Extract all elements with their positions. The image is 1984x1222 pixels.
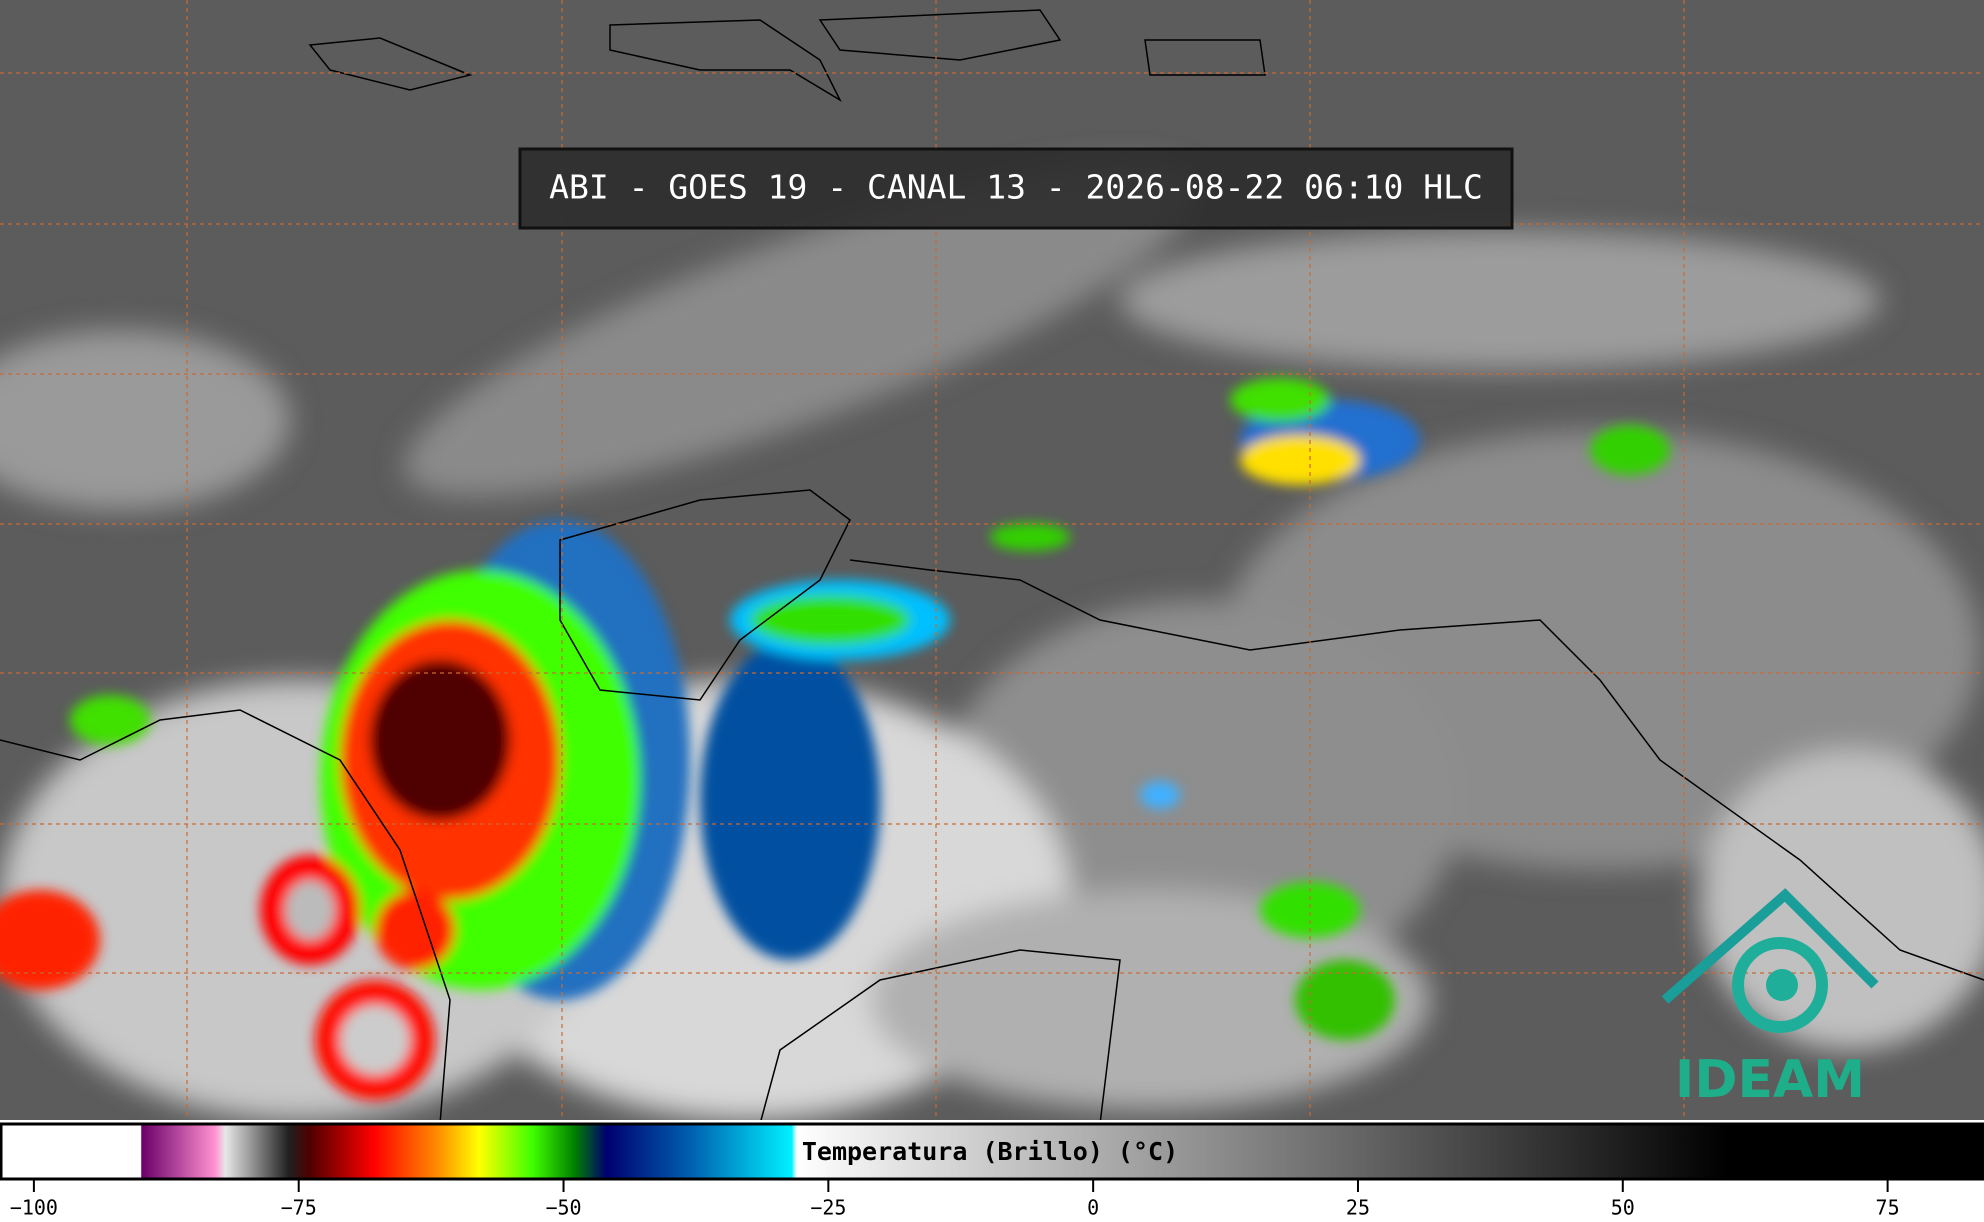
colorbar: Temperatura (Brillo) (°C) −100 −75 −50 −25 0… bbox=[0, 1120, 1984, 1222]
logo: IDEAM bbox=[1661, 888, 1879, 1110]
logo-eye bbox=[1766, 969, 1798, 1001]
tick-label: −75 bbox=[281, 1196, 317, 1220]
title: ABI - GOES 19 - CANAL 13 - 2026-08-22 06… bbox=[549, 168, 1483, 207]
tick-label: 25 bbox=[1346, 1196, 1370, 1220]
colorbar-ramp bbox=[0, 1122, 1984, 1181]
tick-label: 50 bbox=[1611, 1196, 1635, 1220]
tick-label: 75 bbox=[1876, 1196, 1900, 1220]
tick-label: 0 bbox=[1087, 1196, 1099, 1220]
colorbar-label: Temperatura (Brillo) (°C) bbox=[802, 1137, 1178, 1166]
convective-cells bbox=[0, 378, 1670, 1100]
title-box: ABI - GOES 19 - CANAL 13 - 2026-08-22 06… bbox=[518, 147, 1514, 230]
tick-label: −100 bbox=[10, 1196, 58, 1220]
logo-swirl bbox=[1732, 937, 1828, 1033]
coastlines bbox=[0, 9, 1984, 1125]
title-background bbox=[518, 147, 1514, 230]
tick-label: −50 bbox=[545, 1196, 581, 1220]
logo-text: IDEAM bbox=[1675, 1050, 1865, 1110]
tick-label: −25 bbox=[810, 1196, 846, 1220]
logo-roof bbox=[1661, 888, 1879, 1004]
